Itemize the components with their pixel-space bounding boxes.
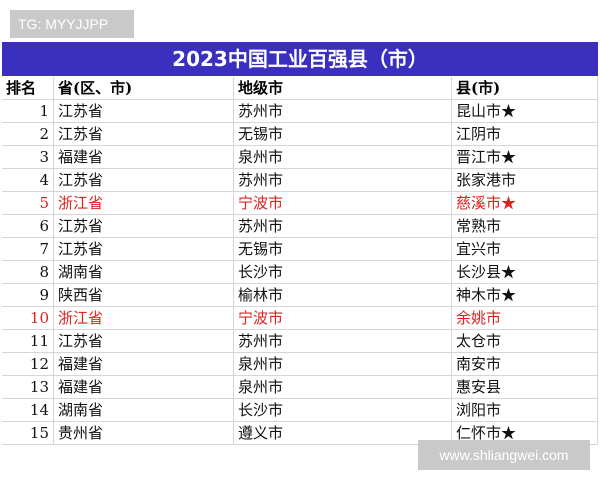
header-cell: 县(市) bbox=[452, 77, 598, 99]
table-cell: 惠安县 bbox=[452, 376, 598, 398]
table-row: 2 江苏省 无锡市 江阴市 bbox=[2, 123, 598, 146]
table-cell: 南安市 bbox=[452, 353, 598, 375]
table-cell: 陕西省 bbox=[54, 284, 234, 306]
table-cell: 浙江省 bbox=[54, 192, 234, 214]
table-cell: 10 bbox=[2, 307, 54, 329]
header-cell: 省(区、市) bbox=[54, 77, 234, 99]
table-row: 1 江苏省 苏州市 昆山市★ bbox=[2, 100, 598, 123]
header-cell: 地级市 bbox=[234, 77, 452, 99]
table-cell: 仁怀市★ bbox=[452, 422, 598, 444]
header-row: 排名 省(区、市) 地级市 县(市) bbox=[2, 77, 598, 100]
table-cell: 江阴市 bbox=[452, 123, 598, 145]
table-cell: 无锡市 bbox=[234, 123, 452, 145]
table-cell: 12 bbox=[2, 353, 54, 375]
table-row: 14 湖南省 长沙市 浏阳市 bbox=[2, 399, 598, 422]
table-cell: 福建省 bbox=[54, 353, 234, 375]
table-cell: 神木市★ bbox=[452, 284, 598, 306]
table-cell: 张家港市 bbox=[452, 169, 598, 191]
table-cell: 苏州市 bbox=[234, 100, 452, 122]
watermark: TG: MYYJJPP bbox=[10, 10, 134, 38]
table-cell: 江苏省 bbox=[54, 238, 234, 260]
table-row: 3 福建省 泉州市 晋江市★ bbox=[2, 146, 598, 169]
table-cell: 2 bbox=[2, 123, 54, 145]
table-row: 4 江苏省 苏州市 张家港市 bbox=[2, 169, 598, 192]
table-cell: 3 bbox=[2, 146, 54, 168]
table-cell: 常熟市 bbox=[452, 215, 598, 237]
table-cell: 福建省 bbox=[54, 376, 234, 398]
table-row: 13 福建省 泉州市 惠安县 bbox=[2, 376, 598, 399]
table-cell: 太仓市 bbox=[452, 330, 598, 352]
table-cell: 昆山市★ bbox=[452, 100, 598, 122]
table-cell: 6 bbox=[2, 215, 54, 237]
table-row: 15 贵州省 遵义市 仁怀市★ bbox=[2, 422, 598, 445]
table-cell: 苏州市 bbox=[234, 169, 452, 191]
table-cell: 无锡市 bbox=[234, 238, 452, 260]
table-row: 10 浙江省 宁波市 余姚市 bbox=[2, 307, 598, 330]
table-cell: 7 bbox=[2, 238, 54, 260]
table-cell: 晋江市★ bbox=[452, 146, 598, 168]
table-cell: 余姚市 bbox=[452, 307, 598, 329]
table-cell: 江苏省 bbox=[54, 169, 234, 191]
table-row: 11 江苏省 苏州市 太仓市 bbox=[2, 330, 598, 353]
watermark: www.shliangwei.com bbox=[418, 440, 590, 470]
table-cell: 湖南省 bbox=[54, 261, 234, 283]
table-cell: 9 bbox=[2, 284, 54, 306]
table-cell: 浏阳市 bbox=[452, 399, 598, 421]
table-cell: 宁波市 bbox=[234, 307, 452, 329]
table-cell: 泉州市 bbox=[234, 146, 452, 168]
table-cell: 苏州市 bbox=[234, 330, 452, 352]
table-cell: 1 bbox=[2, 100, 54, 122]
table-cell: 长沙市 bbox=[234, 399, 452, 421]
table-cell: 遵义市 bbox=[234, 422, 452, 444]
table-row: 9 陕西省 榆林市 神木市★ bbox=[2, 284, 598, 307]
table-row: 6 江苏省 苏州市 常熟市 bbox=[2, 215, 598, 238]
table-cell: 江苏省 bbox=[54, 100, 234, 122]
table-cell: 江苏省 bbox=[54, 123, 234, 145]
table-cell: 长沙县★ bbox=[452, 261, 598, 283]
table-cell: 泉州市 bbox=[234, 353, 452, 375]
table-cell: 湖南省 bbox=[54, 399, 234, 421]
table-cell: 榆林市 bbox=[234, 284, 452, 306]
header-cell: 排名 bbox=[2, 77, 54, 99]
table-row: 5 浙江省 宁波市 慈溪市★ bbox=[2, 192, 598, 215]
table-cell: 15 bbox=[2, 422, 54, 444]
table-cell: 贵州省 bbox=[54, 422, 234, 444]
table-cell: 江苏省 bbox=[54, 215, 234, 237]
table-cell: 江苏省 bbox=[54, 330, 234, 352]
table-row: 8 湖南省 长沙市 长沙县★ bbox=[2, 261, 598, 284]
table-cell: 福建省 bbox=[54, 146, 234, 168]
table-cell: 13 bbox=[2, 376, 54, 398]
table-cell: 浙江省 bbox=[54, 307, 234, 329]
table-cell: 11 bbox=[2, 330, 54, 352]
table-row: 7 江苏省 无锡市 宜兴市 bbox=[2, 238, 598, 261]
table-cell: 5 bbox=[2, 192, 54, 214]
table-cell: 4 bbox=[2, 169, 54, 191]
table-cell: 泉州市 bbox=[234, 376, 452, 398]
table-cell: 宜兴市 bbox=[452, 238, 598, 260]
table-title: 2023中国工业百强县（市） bbox=[2, 42, 598, 76]
table-cell: 长沙市 bbox=[234, 261, 452, 283]
table-cell: 苏州市 bbox=[234, 215, 452, 237]
table-cell: 8 bbox=[2, 261, 54, 283]
table-cell: 14 bbox=[2, 399, 54, 421]
table-row: 12 福建省 泉州市 南安市 bbox=[2, 353, 598, 376]
table-cell: 宁波市 bbox=[234, 192, 452, 214]
table-cell: 慈溪市★ bbox=[452, 192, 598, 214]
